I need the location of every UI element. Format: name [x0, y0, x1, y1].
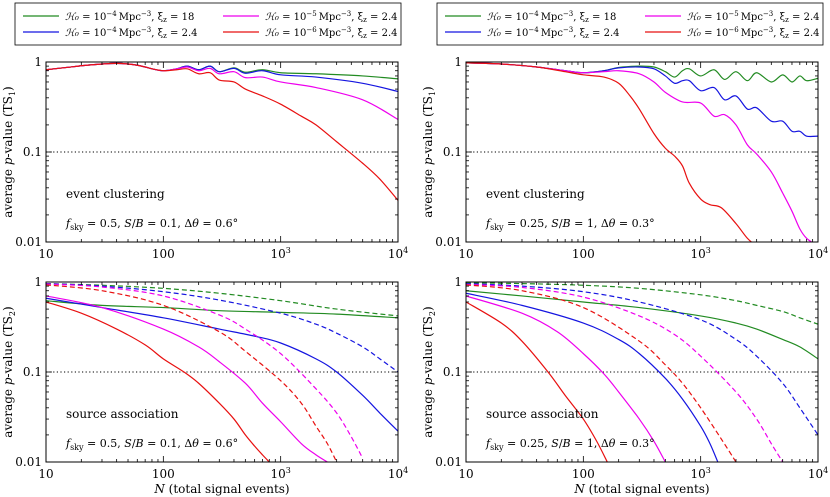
y-tick-label: 0.1 — [23, 145, 42, 159]
legend-left: ℋ₀ = 10−4 Mpc−3, ξz = 18 ℋ₀ = 10−4 Mpc−3, ξ… — [14, 2, 402, 46]
y-axis-label: average p-value (TS1) — [421, 86, 437, 217]
panel-bottom-right: 10 100 103 104 0.01 0.1 1 average p-value (TS2)… — [421, 275, 828, 496]
x-tick-label: 103 — [690, 246, 710, 261]
y-axis-label: average p-value (TS2) — [1, 306, 17, 437]
series-line-green-solid — [466, 290, 818, 360]
x-tick-label: 104 — [388, 246, 408, 261]
series-line-blue-dashed — [46, 283, 398, 373]
x-tick-label: 104 — [388, 466, 408, 481]
y-tick-label: 0.01 — [435, 235, 462, 249]
x-tick-label: 10 — [38, 247, 53, 261]
series-line-red-solid — [466, 301, 608, 462]
series-line-green-dashed — [466, 282, 818, 325]
legends-layer: ℋ₀ = 10−4 Mpc−3, ξz = 18 ℋ₀ = 10−4 Mpc−3, ξ… — [14, 2, 824, 46]
panel-top-right: 10 100 103 104 0.01 0.1 1 average p-value (TS1)… — [421, 55, 828, 261]
annotation-title: event clustering — [66, 187, 165, 201]
series-group — [466, 62, 818, 242]
panels-layer: 10 100 103 104 0.01 0.1 1 average p-value (TS1)… — [1, 55, 828, 496]
x-tick-label: 103 — [690, 466, 710, 481]
legend-frame — [14, 2, 402, 46]
x-tick-label: 103 — [270, 246, 290, 261]
x-tick-label: 104 — [808, 246, 828, 261]
annotation-params: fsky = 0.25, S/B = 1, Δθ = 0.3° — [485, 217, 655, 232]
y-tick-label: 0.01 — [15, 235, 42, 249]
series-line-green-dashed — [46, 283, 398, 317]
y-tick-label: 1 — [454, 275, 462, 289]
panel-bottom-left: 10 100 103 104 0.01 0.1 1 average p-value (TS2)… — [1, 275, 408, 496]
legend-label: ℋ₀ = 10−4 Mpc−3, ξz = 2.4 — [65, 26, 197, 40]
legend-label: ℋ₀ = 10−6 Mpc−3, ξz = 2.4 — [265, 26, 397, 40]
tick-marks — [465, 281, 819, 463]
legend-label: ℋ₀ = 10−5 Mpc−3, ξz = 2.4 — [265, 10, 397, 24]
series-line-magenta-solid — [466, 295, 666, 462]
series-line-red-solid — [46, 301, 270, 462]
series-line-magenta-solid — [466, 62, 813, 242]
legend-label: ℋ₀ = 10−5 Mpc−3, ξz = 2.4 — [687, 10, 819, 24]
series-line-magenta-solid — [46, 295, 328, 462]
tick-marks — [45, 61, 399, 243]
tick-marks — [45, 281, 399, 463]
x-tick-label: 100 — [572, 467, 595, 481]
x-tick-label: 10 — [458, 247, 473, 261]
y-tick-label: 1 — [454, 55, 462, 69]
series-line-blue-solid — [46, 62, 398, 93]
x-axis-label: N (total signal events) — [573, 482, 709, 496]
x-tick-label: 100 — [152, 467, 175, 481]
series-line-green-solid — [46, 300, 398, 319]
y-tick-label: 0.01 — [435, 455, 462, 469]
annotation-title: event clustering — [486, 187, 585, 201]
series-group — [46, 283, 398, 462]
legend-label: ℋ₀ = 10−4 Mpc−3, ξz = 18 — [65, 10, 194, 24]
x-tick-label: 103 — [270, 466, 290, 481]
series-line-red-solid — [46, 62, 398, 201]
annotation-params: fsky = 0.5, S/B = 0.1, Δθ = 0.6° — [65, 437, 238, 452]
x-tick-label: 100 — [572, 247, 595, 261]
y-tick-label: 1 — [34, 275, 42, 289]
series-group — [46, 62, 398, 201]
y-axis-label: average p-value (TS1) — [1, 86, 17, 217]
y-tick-label: 1 — [34, 55, 42, 69]
annotation-title: source association — [486, 407, 599, 421]
y-tick-label: 0.1 — [443, 365, 462, 379]
series-line-magenta-dashed — [46, 283, 364, 459]
legend-label: ℋ₀ = 10−4 Mpc−3, ξz = 2.4 — [487, 26, 619, 40]
x-axis-label: N (total signal events) — [153, 482, 289, 496]
panel-top-left: 10 100 103 104 0.01 0.1 1 average p-value (TS1)… — [1, 55, 408, 261]
legend-right: ℋ₀ = 10−4 Mpc−3, ξz = 18 ℋ₀ = 10−4 Mpc−3, ξ… — [436, 2, 824, 46]
x-tick-label: 10 — [38, 467, 53, 481]
y-tick-label: 0.1 — [23, 365, 42, 379]
annotation-params: fsky = 0.25, S/B = 1, Δθ = 0.3° — [485, 437, 655, 452]
legend-frame — [436, 2, 824, 46]
x-tick-label: 104 — [808, 466, 828, 481]
y-tick-label: 0.1 — [443, 145, 462, 159]
series-group — [466, 282, 818, 462]
series-line-red-dashed — [46, 284, 338, 462]
series-line-blue-solid — [466, 62, 818, 138]
x-tick-label: 100 — [152, 247, 175, 261]
annotation-title: source association — [66, 407, 179, 421]
series-line-magenta-dashed — [466, 283, 784, 462]
series-line-blue-solid — [46, 297, 398, 432]
legend-label: ℋ₀ = 10−4 Mpc−3, ξz = 18 — [487, 10, 616, 24]
series-line-red-solid — [466, 62, 753, 242]
annotation-params: fsky = 0.5, S/B = 0.1, Δθ = 0.6° — [65, 217, 238, 232]
y-tick-label: 0.01 — [15, 455, 42, 469]
series-line-blue-solid — [466, 292, 719, 462]
x-tick-label: 10 — [458, 467, 473, 481]
legend-label: ℋ₀ = 10−6 Mpc−3, ξz = 2.4 — [687, 26, 819, 40]
y-axis-label: average p-value (TS2) — [421, 306, 437, 437]
tick-marks — [465, 61, 819, 243]
series-line-red-dashed — [466, 284, 737, 462]
